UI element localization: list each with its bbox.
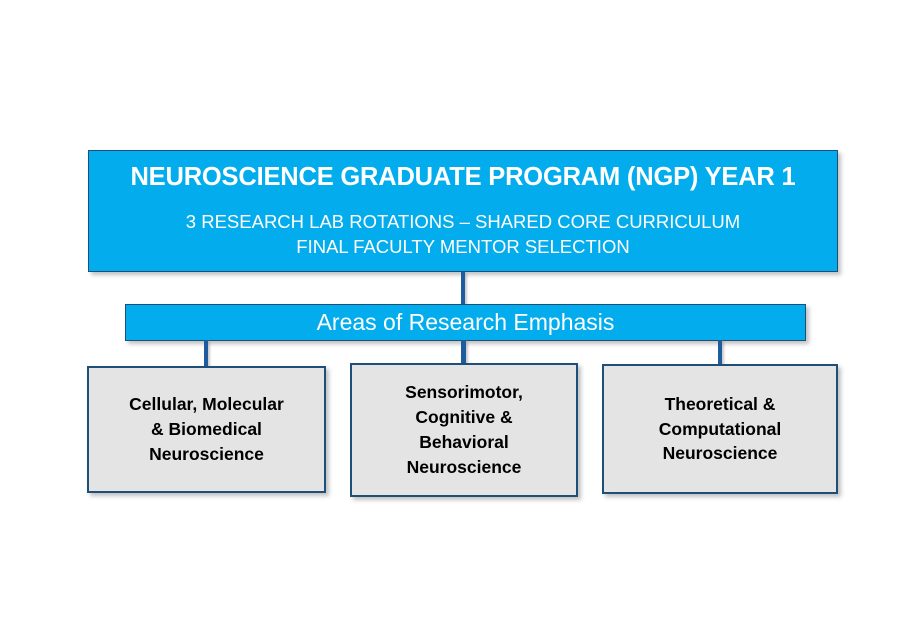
connector-areas-bar-to-box-1 <box>204 340 208 366</box>
program-header-subtitle-line-2: FINAL FACULTY MENTOR SELECTION <box>296 236 630 258</box>
emphasis-box-2-line-3: Behavioral <box>419 432 509 452</box>
emphasis-box-sensorimotor-cognitive-behavioral-neuroscience: Sensorimotor, Cognitive & Behavioral Neu… <box>350 363 578 497</box>
connector-areas-bar-to-box-3 <box>718 340 722 365</box>
emphasis-box-1-line-3: Neuroscience <box>149 443 264 464</box>
emphasis-box-3-line-3: Neuroscience <box>662 443 778 464</box>
program-header-subtitle-line-1: 3 RESEARCH LAB ROTATIONS – SHARED CORE C… <box>185 211 741 233</box>
emphasis-box-1-label: Cellular, Molecular & Biomedical Neurosc… <box>121 392 292 467</box>
emphasis-box-2-line-2: Cognitive & <box>415 407 513 428</box>
emphasis-box-1-line-1: Cellular, Molecular <box>129 394 284 415</box>
page-title: NEUROSCIENCE GRADUATE PROGRAM (NGP) YEAR… <box>130 163 796 191</box>
emphasis-box-theoretical-computational-neuroscience: Theoretical & Computational Neuroscience <box>602 364 838 494</box>
connector-areas-bar-to-box-2 <box>461 340 466 364</box>
connector-header-to-areas-bar <box>461 272 465 305</box>
emphasis-box-cellular-molecular-biomedical-neuroscience: Cellular, Molecular & Biomedical Neurosc… <box>87 366 326 493</box>
emphasis-box-3-label: Theoretical & Computational Neuroscience <box>651 392 790 467</box>
emphasis-box-2-label: Sensorimotor, Cognitive & Behavioral Neu… <box>397 380 531 479</box>
emphasis-box-2-line-1: Sensorimotor, <box>405 382 523 403</box>
areas-of-research-emphasis-label: Areas of Research Emphasis <box>316 309 615 335</box>
emphasis-box-2-line-4: Neuroscience <box>406 456 522 477</box>
areas-of-research-emphasis-bar: Areas of Research Emphasis <box>125 304 806 341</box>
emphasis-box-3-line-2: Computational <box>658 418 782 439</box>
program-header-box: NEUROSCIENCE GRADUATE PROGRAM (NGP) YEAR… <box>88 150 838 272</box>
emphasis-box-1-line-2: & Biomedical <box>151 419 262 440</box>
emphasis-box-3-line-1: Theoretical & <box>664 393 776 414</box>
program-header-subtitle: 3 RESEARCH LAB ROTATIONS – SHARED CORE C… <box>186 210 740 260</box>
